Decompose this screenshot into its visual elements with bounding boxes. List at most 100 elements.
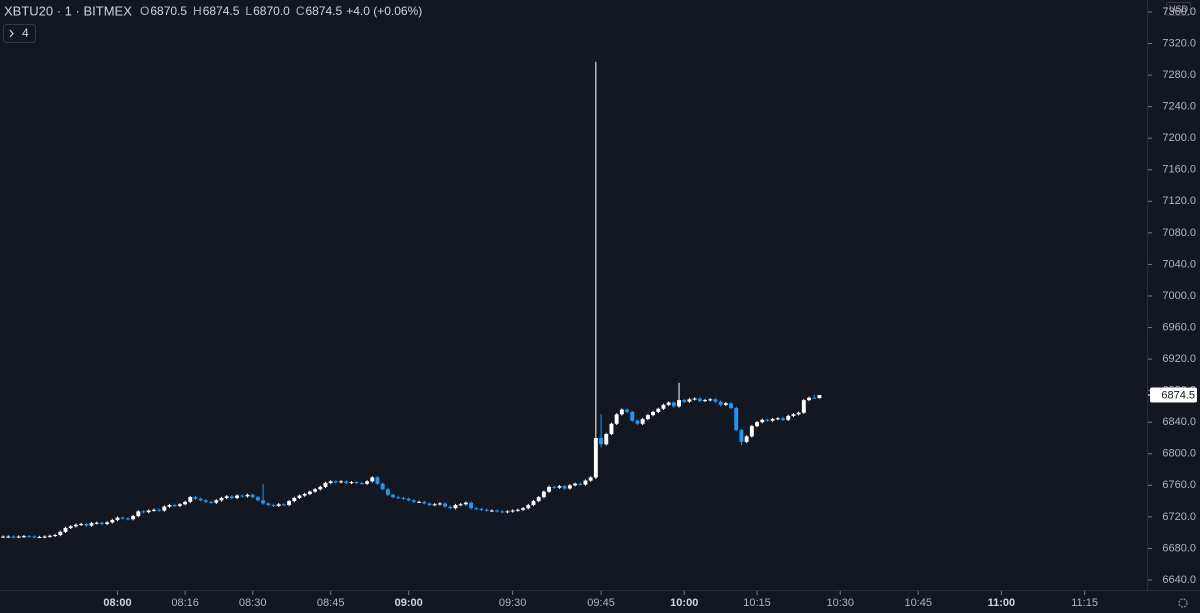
- y-tick-label: 6960.0: [1162, 321, 1196, 333]
- ohlc-value: 6870.0: [253, 4, 290, 18]
- candle-body: [167, 505, 172, 507]
- candle-body: [224, 496, 229, 498]
- candle-body: [354, 482, 359, 484]
- candle-body: [172, 505, 177, 507]
- candle-body: [697, 398, 702, 401]
- candle-body: [240, 495, 245, 497]
- candle-body: [318, 486, 323, 490]
- candle-body: [136, 511, 141, 517]
- candle-body: [567, 485, 572, 489]
- y-tick-label: 6760.0: [1162, 479, 1196, 491]
- candle-body: [458, 504, 463, 506]
- candle-body: [796, 412, 801, 415]
- x-tick-label: 11:15: [1071, 597, 1098, 609]
- candle-body: [443, 503, 448, 507]
- currency-box[interactable]: [1166, 2, 1191, 16]
- candle-body: [183, 501, 188, 505]
- ohlc-key: C: [296, 4, 305, 18]
- ohlc-key: H: [193, 4, 202, 18]
- candle-body: [744, 436, 749, 442]
- candle-body: [422, 501, 427, 504]
- y-tick-label: 7320.0: [1162, 37, 1196, 49]
- x-tick-label: 09:30: [499, 597, 527, 609]
- candle-body: [495, 510, 500, 512]
- candle-body: [287, 501, 292, 506]
- y-tick-label: 6800.0: [1162, 448, 1196, 460]
- candle-body: [812, 397, 817, 399]
- candle-body: [27, 536, 32, 538]
- y-tick-label: 6720.0: [1162, 511, 1196, 523]
- indicators-toggle[interactable]: [3, 24, 36, 43]
- candle-body: [749, 426, 754, 437]
- candle-body: [297, 495, 302, 498]
- settings-icon[interactable]: [1178, 598, 1188, 608]
- candle-body: [583, 480, 588, 485]
- candle-body: [588, 477, 593, 481]
- candle-body: [209, 501, 214, 503]
- indicators-count[interactable]: 4: [22, 26, 29, 40]
- ohlc-key: O: [140, 4, 149, 18]
- candle-body: [666, 402, 671, 405]
- x-tick-label: 10:15: [743, 597, 771, 609]
- candle-body: [1, 536, 6, 538]
- candle-body: [531, 501, 536, 506]
- candle-body: [755, 422, 759, 427]
- last-price-label: 6874.5: [1161, 389, 1195, 401]
- candle-body: [401, 497, 406, 499]
- candle-body: [687, 399, 692, 402]
- candle-body: [63, 527, 68, 532]
- candle-body: [42, 536, 47, 538]
- candle-body: [53, 535, 58, 537]
- candle-body: [448, 506, 453, 509]
- candle-body: [500, 511, 505, 513]
- candle-body: [16, 536, 21, 538]
- y-tick-label: 7040.0: [1162, 258, 1196, 270]
- candle-body: [463, 502, 468, 505]
- candle-body: [640, 419, 645, 424]
- candle-body: [120, 517, 125, 519]
- x-tick-label: 09:00: [395, 597, 423, 609]
- candle-body: [406, 498, 411, 501]
- candle-body: [276, 504, 281, 506]
- candle-body: [708, 399, 713, 401]
- candle-body: [541, 491, 546, 498]
- candle-body: [349, 482, 354, 484]
- candle-body: [47, 535, 52, 537]
- candle-body: [339, 481, 344, 483]
- candle-body: [817, 394, 822, 399]
- candle-body: [562, 486, 567, 489]
- candle-body: [292, 497, 297, 502]
- y-tick-label: 7280.0: [1162, 69, 1196, 81]
- candle-body: [692, 398, 697, 400]
- x-tick-label: 10:00: [670, 597, 698, 609]
- candle-body: [396, 497, 401, 499]
- x-tick-label: 08:30: [239, 597, 267, 609]
- candle-body: [37, 536, 42, 538]
- candle-body: [786, 415, 791, 420]
- ohlc-value: 6870.5: [150, 4, 187, 18]
- candle-body: [391, 494, 396, 498]
- candle-body: [370, 477, 375, 482]
- candle-body: [484, 509, 489, 511]
- candle-body: [323, 482, 328, 487]
- candle-body: [380, 483, 385, 490]
- candle-body: [427, 503, 432, 506]
- candle-body: [89, 523, 94, 526]
- candle-body: [110, 520, 115, 523]
- candle-body: [6, 536, 11, 538]
- candle-body: [255, 497, 260, 501]
- candle-body: [635, 420, 640, 424]
- candle-body: [162, 506, 167, 511]
- candle-body: [146, 510, 151, 513]
- candle-body: [536, 497, 541, 502]
- y-tick-label: 6640.0: [1162, 574, 1196, 586]
- candle-body: [807, 397, 811, 401]
- currency-label[interactable]: USD: [1169, 4, 1189, 14]
- ohlc-value: 6874.5: [203, 4, 240, 18]
- candle-body: [604, 434, 609, 445]
- candle-body: [266, 503, 271, 506]
- candle-body: [614, 414, 619, 424]
- candle-body: [801, 400, 806, 413]
